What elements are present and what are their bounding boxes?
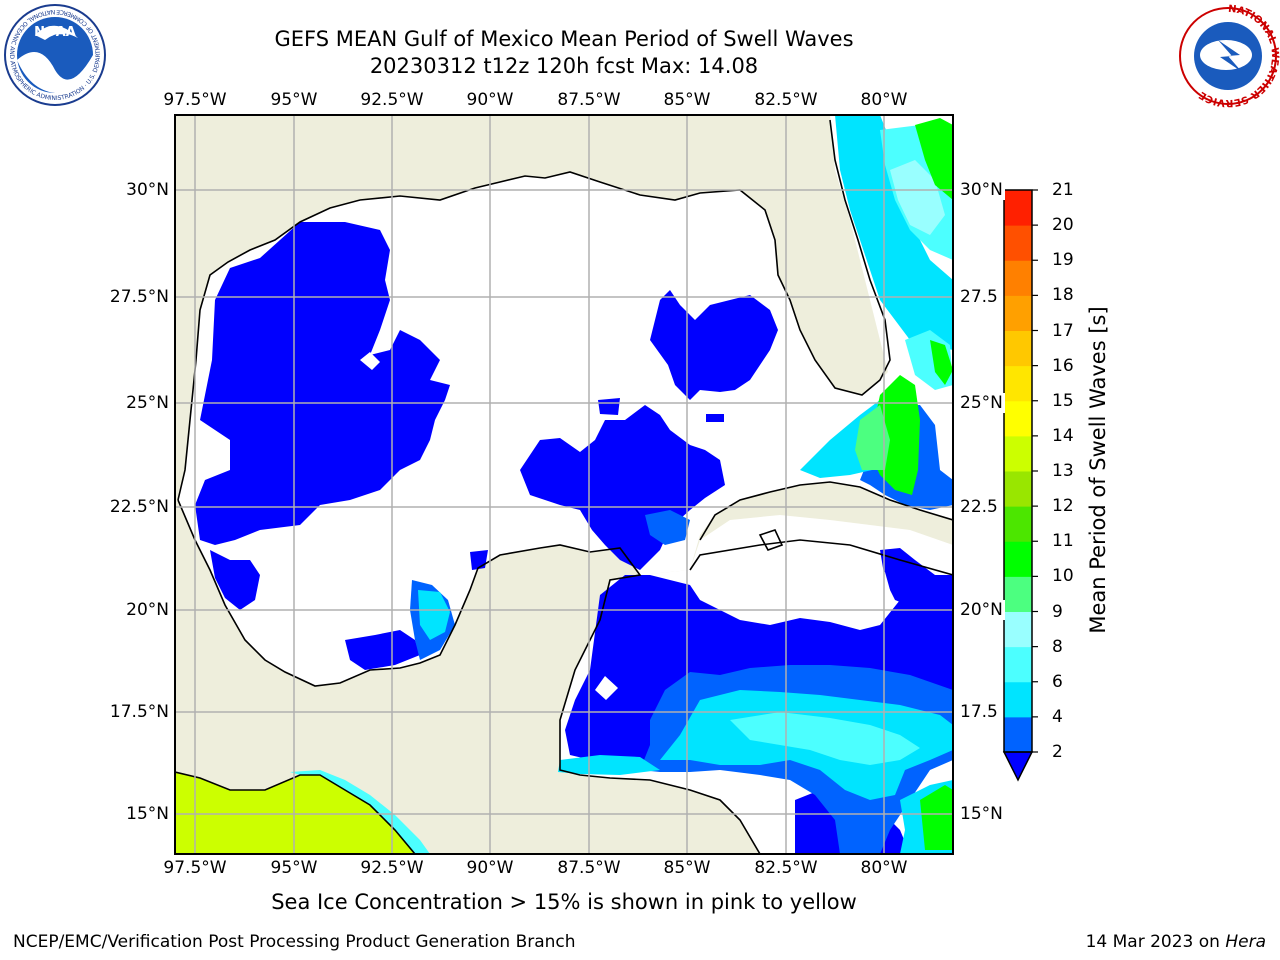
lat-label: 22.5°N [109, 497, 169, 517]
lon-label: 92.5°W [360, 90, 424, 110]
lat-label: 25°N [960, 393, 1005, 413]
lat-label: 25°N [126, 393, 169, 413]
lat-label: 15°N [960, 804, 1005, 824]
colorbar-tick-label: 13 [1052, 461, 1074, 481]
lat-label: 27.5°N [109, 287, 169, 307]
colorbar-segment [1004, 716, 1032, 753]
footer-date: 14 Mar 2023 on Hera [1086, 932, 1266, 952]
lat-label: 17.5 [960, 702, 1000, 722]
map-frame [174, 114, 954, 855]
colorbar-segment [1004, 400, 1032, 437]
lat-label: 30°N [960, 180, 1005, 200]
lon-label: 87.5°W [557, 858, 621, 878]
colorbar-segment [1004, 295, 1032, 331]
colorbar-label: Mean Period of Swell Waves [s] [1086, 306, 1110, 634]
colorbar-under-extension [1002, 751, 1034, 782]
colorbar-tick-label: 9 [1052, 601, 1063, 622]
lon-label: 87.5°W [557, 90, 621, 110]
colorbar-segment [1004, 611, 1032, 648]
nws-logo: NATIONAL WEATHER SERVICE [1179, 4, 1280, 108]
colorbar-tick-label: 10 [1052, 566, 1074, 587]
colorbar-segment [1004, 190, 1032, 226]
colorbar-segment [1004, 260, 1032, 296]
swell-8-9s [890, 160, 945, 235]
lat-label: 15°N [126, 804, 169, 824]
colorbar-segment [1004, 646, 1032, 683]
colorbar-tick-label: 15 [1052, 390, 1074, 411]
colorbar-segment [1004, 435, 1032, 472]
lat-label: 17.5°N [109, 702, 169, 722]
chart-subtitle: 20230312 t12z 120h fcst Max: 14.08 [369, 54, 759, 78]
lon-label: 80°W [860, 858, 908, 878]
colorbar-tick-label: 18 [1052, 285, 1074, 306]
pacific-coastal-cyan [290, 770, 430, 854]
colorbar-segment [1004, 330, 1032, 367]
colorbar-segment [1004, 506, 1032, 542]
lat-label: 22.5 [960, 497, 1000, 517]
graticule [175, 115, 953, 854]
colorbar-tick-label: 2 [1052, 742, 1063, 762]
lon-label: 95°W [270, 90, 318, 110]
lat-label: 20°N [126, 600, 169, 620]
pacific-yellow-region [175, 772, 415, 854]
lon-label: 97.5°W [163, 858, 227, 878]
colorbar-segment [1004, 576, 1032, 612]
lon-label: 92.5°W [360, 858, 424, 878]
lon-label: 85°W [663, 858, 711, 878]
lat-label: 30°N [126, 180, 169, 200]
colorbar-tick-label: 12 [1052, 496, 1074, 517]
lon-label: 82.5°W [754, 858, 818, 878]
colorbar-segment [1004, 365, 1032, 402]
lon-label: 82.5°W [754, 90, 818, 110]
colorbar-tick-label: 20 [1052, 215, 1074, 236]
colorbar-tick-label: 17 [1052, 320, 1074, 341]
colorbar-tick-label: 19 [1052, 250, 1074, 271]
lon-label: 95°W [270, 858, 318, 878]
ocean-no-data-patches [360, 352, 890, 700]
colorbar-segment [1004, 541, 1032, 577]
colorbar-tick-label: 4 [1052, 706, 1063, 727]
colorbar-segment [1004, 471, 1032, 507]
lon-label: 90°W [466, 858, 514, 878]
colorbar-tick-label: 21 [1052, 180, 1074, 200]
footer-machine: Hera [1225, 932, 1266, 952]
colorbar-tick-label: 8 [1052, 636, 1063, 657]
map-panel [175, 115, 953, 854]
footer-date-text: 14 Mar 2023 on [1085, 932, 1220, 952]
lat-label: 20°N [960, 600, 1005, 620]
colorbar-tick-label: 11 [1052, 531, 1074, 552]
coastlines [175, 119, 953, 854]
lat-label: 27.5 [960, 287, 1000, 307]
lon-label: 97.5°W [163, 90, 227, 110]
colorbar-tick-label: 14 [1052, 425, 1074, 446]
noaa-logo: NATIONAL OCEANIC AND ATMOSPHERIC ADMINIS… [4, 4, 106, 106]
colorbar-tick-label: 6 [1052, 671, 1063, 692]
sea-ice-note: Sea Ice Concentration > 15% is shown in … [271, 890, 857, 914]
colorbar [1002, 189, 1038, 782]
colorbar-segment [1004, 681, 1032, 718]
chart-title: GEFS MEAN Gulf of Mexico Mean Period of … [274, 27, 854, 51]
noaa-wordmark: NOAA [34, 25, 76, 40]
swell-9-10s [855, 405, 890, 470]
lon-label: 90°W [466, 90, 514, 110]
colorbar-segment [1004, 225, 1032, 261]
colorbar-tick-label: 16 [1052, 355, 1074, 376]
footer-credit: NCEP/EMC/Verification Post Processing Pr… [13, 932, 576, 952]
lon-label: 85°W [663, 90, 711, 110]
lon-label: 80°W [860, 90, 908, 110]
